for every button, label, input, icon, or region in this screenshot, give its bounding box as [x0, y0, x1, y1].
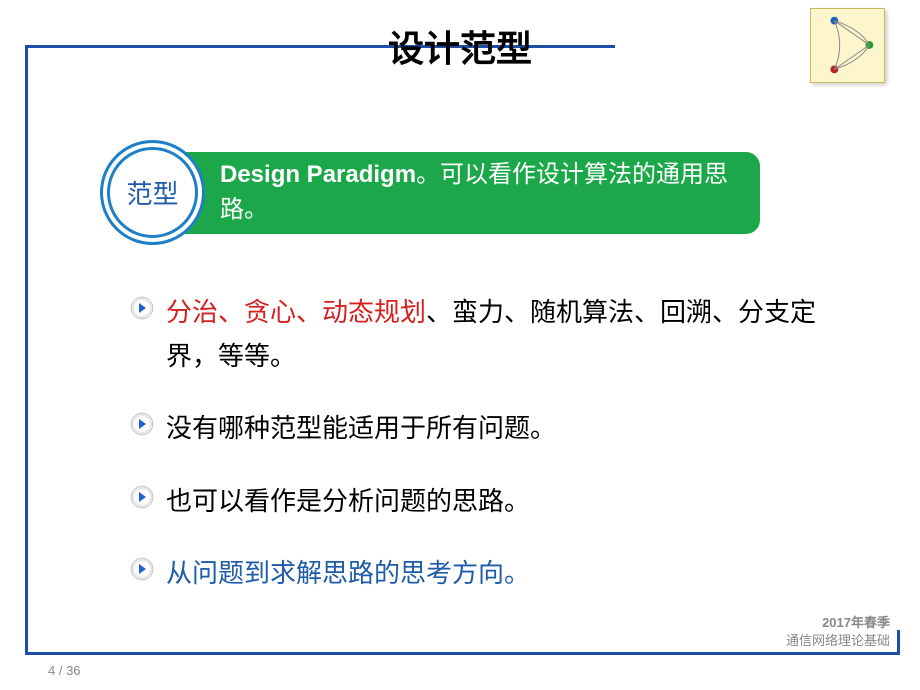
definition-box: Design Paradigm。可以看作设计算法的通用思路。 范型 — [100, 140, 760, 245]
definition-circle: 范型 — [100, 140, 205, 245]
bullet-text: 分治、贪心、动态规划、蛮力、随机算法、回溯、分支定界，等等。 — [166, 290, 830, 378]
page-total: 36 — [66, 663, 80, 678]
arrow-icon — [130, 557, 154, 581]
bullet-item: 没有哪种范型能适用于所有问题。 — [130, 406, 830, 450]
footer-page: 4 / 36 — [48, 663, 81, 678]
arrow-icon — [130, 296, 154, 320]
arrow-icon — [130, 412, 154, 436]
footer-right: 2017年春季 通信网络理论基础 — [786, 614, 890, 650]
arrow-icon — [130, 485, 154, 509]
bullet-text-blue: 从问题到求解思路的思考方向。 — [166, 551, 530, 595]
bullet-item: 分治、贪心、动态规划、蛮力、随机算法、回溯、分支定界，等等。 — [130, 290, 830, 378]
footer-semester: 2017年春季 — [822, 615, 890, 630]
bullet-item: 也可以看作是分析问题的思路。 — [130, 479, 830, 523]
slide-title: 设计范型 — [0, 20, 920, 72]
corner-diagram-icon — [810, 8, 885, 83]
bullet-text: 也可以看作是分析问题的思路。 — [166, 479, 530, 523]
frame-border-bottom — [25, 652, 900, 655]
bullet-text-red: 分治、贪心、动态规划 — [166, 297, 426, 327]
bullet-text: 没有哪种范型能适用于所有问题。 — [166, 406, 556, 450]
definition-green-panel: Design Paradigm。可以看作设计算法的通用思路。 — [170, 152, 760, 234]
bullet-list: 分治、贪心、动态规划、蛮力、随机算法、回溯、分支定界，等等。 没有哪种范型能适用… — [130, 290, 830, 623]
bullet-item: 从问题到求解思路的思考方向。 — [130, 551, 830, 595]
definition-text: Design Paradigm。可以看作设计算法的通用思路。 — [220, 158, 740, 228]
footer-course: 通信网络理论基础 — [786, 632, 890, 650]
definition-english: Design Paradigm — [220, 161, 416, 188]
circle-label: 范型 — [126, 174, 178, 211]
frame-border-left — [25, 45, 28, 655]
page-sep: / — [55, 663, 66, 678]
